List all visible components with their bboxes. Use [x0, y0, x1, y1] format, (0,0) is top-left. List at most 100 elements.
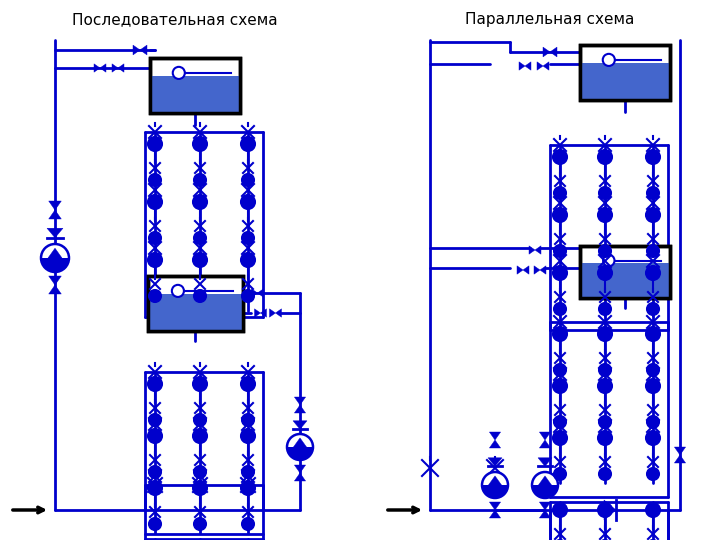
Polygon shape: [539, 432, 551, 440]
Polygon shape: [294, 438, 307, 447]
Circle shape: [193, 253, 207, 267]
Circle shape: [241, 195, 255, 209]
Circle shape: [193, 377, 207, 391]
Circle shape: [149, 414, 161, 426]
Polygon shape: [140, 45, 147, 55]
Polygon shape: [540, 266, 546, 274]
Circle shape: [241, 253, 255, 267]
Polygon shape: [539, 440, 551, 448]
Bar: [580, 63, 670, 99]
Circle shape: [148, 429, 162, 443]
Circle shape: [241, 481, 255, 495]
Polygon shape: [94, 64, 100, 72]
Circle shape: [482, 472, 508, 498]
Circle shape: [242, 174, 254, 186]
Circle shape: [148, 377, 162, 391]
Circle shape: [241, 137, 255, 151]
Bar: [150, 57, 240, 112]
Circle shape: [149, 174, 161, 186]
Polygon shape: [294, 405, 305, 413]
Circle shape: [148, 253, 162, 267]
Circle shape: [598, 208, 612, 222]
Polygon shape: [550, 47, 557, 57]
Circle shape: [242, 290, 254, 302]
Circle shape: [194, 414, 206, 426]
Bar: [150, 76, 240, 112]
Circle shape: [242, 466, 254, 478]
Polygon shape: [543, 47, 550, 57]
Polygon shape: [112, 64, 118, 72]
Circle shape: [554, 468, 566, 480]
Polygon shape: [488, 476, 502, 485]
Wedge shape: [41, 258, 69, 272]
Wedge shape: [482, 485, 508, 498]
Circle shape: [554, 364, 566, 376]
Circle shape: [647, 468, 659, 480]
Circle shape: [598, 266, 612, 280]
Circle shape: [646, 431, 660, 445]
Circle shape: [598, 503, 612, 517]
Circle shape: [241, 377, 255, 391]
Polygon shape: [293, 421, 307, 429]
Circle shape: [554, 187, 566, 199]
Circle shape: [554, 416, 566, 428]
Circle shape: [532, 472, 558, 498]
Polygon shape: [488, 458, 502, 466]
Circle shape: [148, 481, 162, 495]
Circle shape: [194, 518, 206, 530]
Polygon shape: [490, 502, 500, 510]
Circle shape: [553, 379, 567, 393]
Text: Параллельная схема: Параллельная схема: [465, 12, 635, 27]
Polygon shape: [519, 62, 525, 70]
Polygon shape: [49, 201, 61, 210]
Circle shape: [193, 481, 207, 495]
Polygon shape: [258, 289, 264, 297]
Circle shape: [149, 232, 161, 244]
Circle shape: [598, 379, 612, 393]
Polygon shape: [133, 45, 140, 55]
Circle shape: [647, 187, 659, 199]
Circle shape: [647, 303, 659, 315]
Circle shape: [148, 195, 162, 209]
Circle shape: [646, 150, 660, 164]
Circle shape: [646, 503, 660, 517]
Polygon shape: [529, 246, 535, 254]
Bar: [148, 275, 243, 330]
Polygon shape: [675, 455, 685, 463]
Circle shape: [553, 503, 567, 517]
Circle shape: [598, 327, 612, 341]
Polygon shape: [49, 210, 61, 219]
Polygon shape: [49, 276, 61, 285]
Polygon shape: [294, 397, 305, 405]
Circle shape: [647, 245, 659, 257]
Circle shape: [598, 431, 612, 445]
Circle shape: [647, 364, 659, 376]
Circle shape: [647, 416, 659, 428]
Bar: [580, 44, 670, 99]
Circle shape: [599, 416, 611, 428]
Circle shape: [242, 414, 254, 426]
Polygon shape: [490, 440, 500, 448]
Polygon shape: [269, 309, 276, 317]
Polygon shape: [517, 266, 523, 274]
Circle shape: [554, 303, 566, 315]
Circle shape: [599, 364, 611, 376]
Polygon shape: [490, 510, 500, 518]
Circle shape: [603, 54, 615, 66]
Circle shape: [149, 466, 161, 478]
Circle shape: [599, 468, 611, 480]
Circle shape: [646, 327, 660, 341]
Polygon shape: [118, 64, 124, 72]
Bar: [150, 57, 240, 112]
Wedge shape: [287, 447, 313, 460]
Circle shape: [287, 434, 313, 460]
Polygon shape: [48, 248, 62, 258]
Circle shape: [553, 431, 567, 445]
Circle shape: [603, 255, 615, 266]
Circle shape: [242, 232, 254, 244]
Circle shape: [194, 290, 206, 302]
Polygon shape: [537, 62, 543, 70]
Circle shape: [193, 195, 207, 209]
Circle shape: [193, 137, 207, 151]
Polygon shape: [254, 309, 261, 317]
